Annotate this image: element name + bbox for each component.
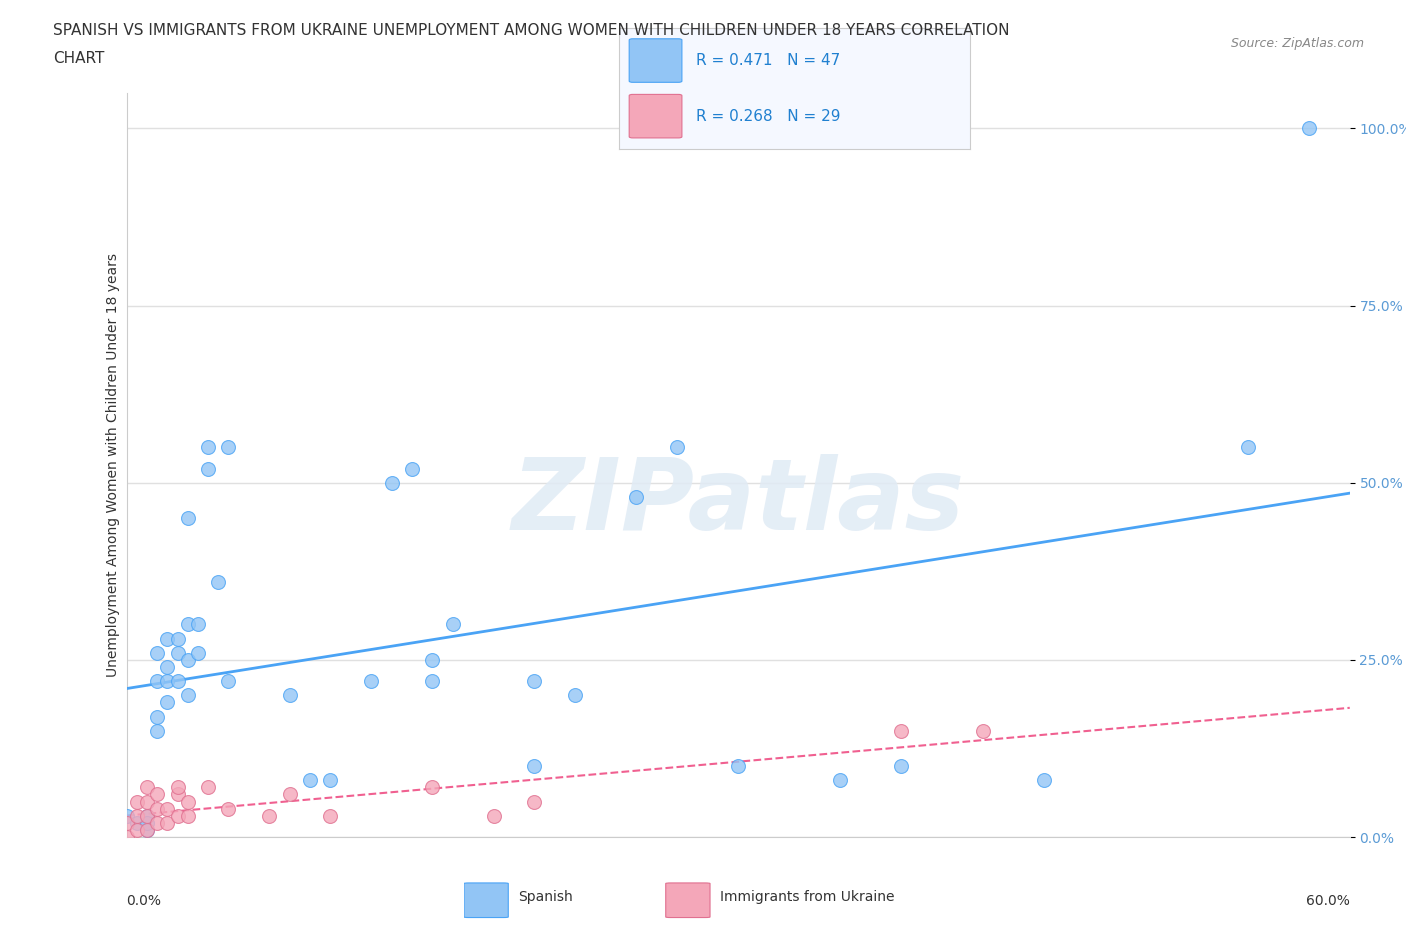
Point xyxy=(146,802,169,817)
Point xyxy=(422,673,444,688)
Point xyxy=(135,808,157,823)
Text: Immigrants from Ukraine: Immigrants from Ukraine xyxy=(720,890,894,905)
Y-axis label: Unemployment Among Women with Children Under 18 years: Unemployment Among Women with Children U… xyxy=(105,253,120,677)
Point xyxy=(166,631,188,646)
Text: Spanish: Spanish xyxy=(517,890,572,905)
Point xyxy=(187,617,209,631)
Point xyxy=(197,440,219,455)
Point xyxy=(135,794,157,809)
Point xyxy=(177,653,200,668)
Point xyxy=(890,724,912,738)
Point xyxy=(125,822,148,837)
Point xyxy=(360,673,382,688)
Point xyxy=(727,759,749,774)
Point xyxy=(1237,440,1260,455)
Point xyxy=(666,440,689,455)
Point xyxy=(115,830,138,844)
Point xyxy=(217,440,239,455)
Point xyxy=(125,794,148,809)
Point xyxy=(299,773,322,788)
Point xyxy=(125,816,148,830)
Point xyxy=(156,802,179,817)
Point xyxy=(115,816,138,830)
Text: Source: ZipAtlas.com: Source: ZipAtlas.com xyxy=(1230,37,1364,50)
Point xyxy=(972,724,994,738)
Point xyxy=(278,688,301,703)
Point xyxy=(166,787,188,802)
Point xyxy=(156,695,179,710)
Point xyxy=(197,780,219,795)
FancyBboxPatch shape xyxy=(630,95,682,138)
Text: R = 0.471   N = 47: R = 0.471 N = 47 xyxy=(696,53,841,68)
Point xyxy=(626,489,648,504)
Point xyxy=(115,808,138,823)
Text: 60.0%: 60.0% xyxy=(1306,894,1350,908)
Point xyxy=(207,575,229,590)
Point xyxy=(177,688,200,703)
Point xyxy=(1033,773,1056,788)
Point xyxy=(187,645,209,660)
Point xyxy=(380,475,404,490)
Point xyxy=(135,808,157,823)
Point xyxy=(828,773,851,788)
Point xyxy=(156,816,179,830)
Point xyxy=(166,780,188,795)
Point xyxy=(482,808,505,823)
Point xyxy=(197,461,219,476)
Point xyxy=(156,659,179,674)
Point xyxy=(146,724,169,738)
Point xyxy=(890,759,912,774)
Point xyxy=(146,816,169,830)
Point xyxy=(319,808,342,823)
Point xyxy=(177,794,200,809)
Point xyxy=(217,673,239,688)
Point xyxy=(146,709,169,724)
Point xyxy=(422,653,444,668)
Point xyxy=(523,673,546,688)
Point xyxy=(156,631,179,646)
Point xyxy=(422,780,444,795)
Point xyxy=(259,808,281,823)
Text: SPANISH VS IMMIGRANTS FROM UKRAINE UNEMPLOYMENT AMONG WOMEN WITH CHILDREN UNDER : SPANISH VS IMMIGRANTS FROM UKRAINE UNEMP… xyxy=(53,23,1010,38)
Text: 0.0%: 0.0% xyxy=(127,894,162,908)
Point xyxy=(135,816,157,830)
Point xyxy=(441,617,464,631)
Point xyxy=(177,511,200,525)
Point xyxy=(156,673,179,688)
Text: CHART: CHART xyxy=(53,51,105,66)
Point xyxy=(523,759,546,774)
Point xyxy=(319,773,342,788)
Point xyxy=(564,688,586,703)
Text: ZIPatlas: ZIPatlas xyxy=(512,454,965,551)
Point xyxy=(523,794,546,809)
Point xyxy=(146,673,169,688)
Point xyxy=(1298,121,1320,136)
FancyBboxPatch shape xyxy=(666,883,710,918)
Point xyxy=(401,461,423,476)
Point xyxy=(166,645,188,660)
Point xyxy=(146,645,169,660)
Point xyxy=(135,822,157,837)
Point xyxy=(146,787,169,802)
Point xyxy=(166,673,188,688)
Text: R = 0.268   N = 29: R = 0.268 N = 29 xyxy=(696,109,841,124)
Point xyxy=(125,808,148,823)
Point xyxy=(278,787,301,802)
Point xyxy=(135,822,157,837)
Point xyxy=(177,808,200,823)
Point xyxy=(217,802,239,817)
Point xyxy=(135,780,157,795)
Point xyxy=(166,808,188,823)
FancyBboxPatch shape xyxy=(630,39,682,83)
Point xyxy=(177,617,200,631)
FancyBboxPatch shape xyxy=(464,883,509,918)
